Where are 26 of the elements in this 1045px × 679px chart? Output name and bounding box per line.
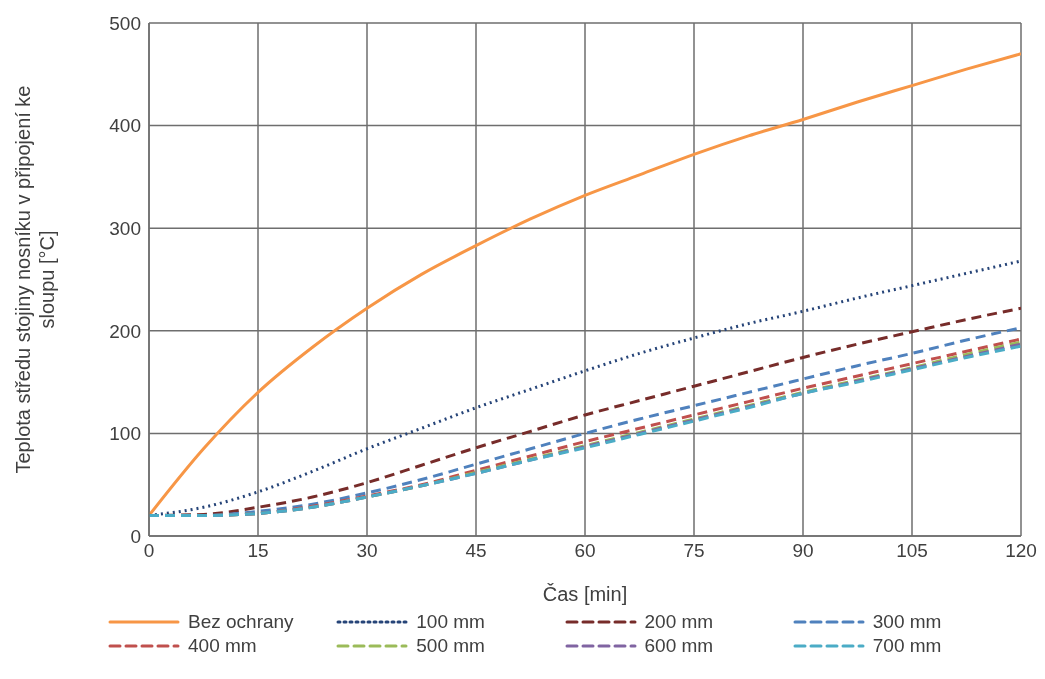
y-tick-label: 200: [109, 320, 141, 342]
line-series: [149, 52, 1021, 517]
x-tick-label: 90: [792, 540, 814, 562]
y-tick-label: 400: [109, 115, 141, 137]
y-axis-title: Teplota středu stojiny nosníku v připojení ke sloupu [°C]: [12, 85, 58, 474]
x-tick-label: 15: [247, 540, 269, 562]
x-tick-label: 45: [465, 540, 487, 562]
y-tick-label: 100: [109, 423, 141, 445]
legend-label: 100 mm: [416, 611, 485, 633]
x-tick-label: 75: [683, 540, 705, 562]
y-tick-label: 0: [130, 525, 141, 547]
legend-label: 700 mm: [872, 635, 942, 657]
x-tick-label: 105: [896, 540, 928, 562]
legend-label: 400 mm: [188, 635, 257, 657]
legend-label: Bez ochrany: [188, 611, 294, 633]
x-tick-label: 120: [1005, 540, 1037, 562]
y-tick-label: 300: [109, 217, 141, 239]
x-tick-label: 0: [143, 540, 155, 562]
legend-label: 200 mm: [644, 611, 714, 633]
legend-label: 600 mm: [644, 635, 714, 657]
legend-label: 500 mm: [416, 635, 485, 657]
x-tick-label: 60: [574, 540, 596, 562]
y-tick-label: 500: [109, 12, 141, 34]
x-axis-title: Čas [min]: [542, 583, 628, 605]
legend-label: 300 mm: [872, 611, 942, 633]
x-tick-label: 30: [356, 540, 378, 562]
